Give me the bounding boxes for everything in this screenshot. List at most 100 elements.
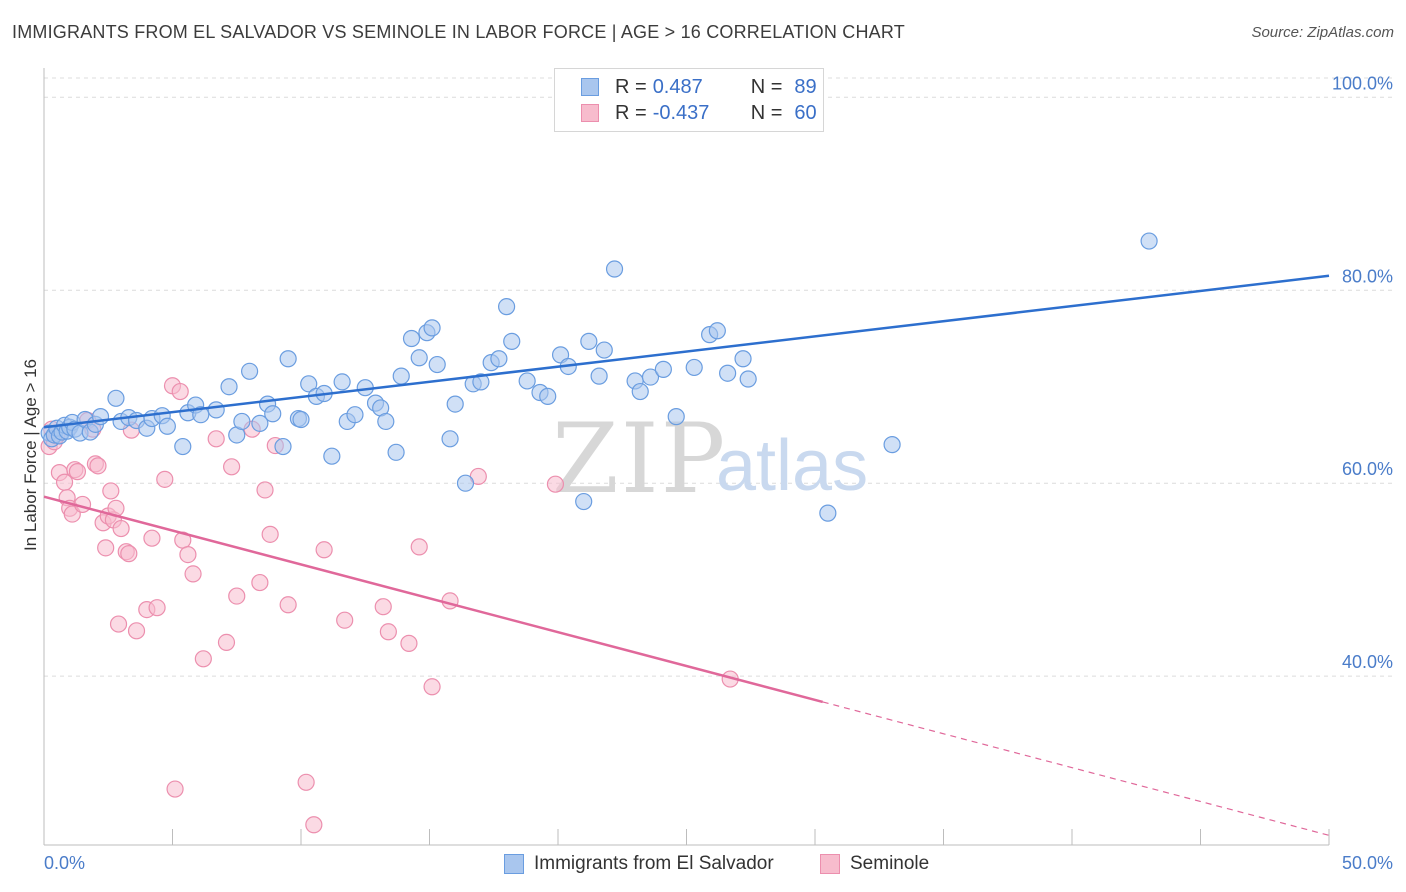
data-point — [333, 373, 351, 391]
data-point — [68, 463, 87, 481]
data-point — [112, 519, 130, 538]
data-point — [346, 406, 364, 424]
data-point — [883, 436, 901, 454]
blue-swatch-icon — [581, 78, 599, 96]
watermark: ZIP atlas — [552, 403, 868, 515]
r-label: R = — [615, 101, 647, 124]
data-point — [580, 332, 598, 350]
data-point — [120, 545, 138, 563]
y-tick-label: 40.0% — [1342, 652, 1393, 672]
data-point — [166, 780, 184, 798]
data-point — [228, 587, 246, 605]
data-point — [184, 565, 202, 583]
data-point — [423, 678, 441, 696]
data-point — [605, 260, 624, 278]
data-point — [251, 414, 269, 432]
r-label: R = — [615, 75, 647, 98]
data-point — [305, 816, 323, 834]
blue-swatch-icon — [504, 854, 524, 874]
data-point — [377, 412, 395, 431]
data-point — [179, 546, 197, 564]
data-point — [300, 375, 318, 393]
data-point — [174, 437, 192, 456]
data-point — [292, 410, 310, 429]
data-point — [156, 470, 174, 488]
data-point — [336, 611, 354, 629]
data-point — [539, 387, 557, 405]
pink-swatch-icon — [820, 854, 840, 874]
data-point — [708, 322, 726, 340]
data-point — [739, 370, 757, 388]
data-point — [441, 430, 459, 448]
data-point — [261, 525, 279, 543]
pink-swatch-icon — [581, 104, 599, 122]
legend-label: Seminole — [850, 853, 930, 874]
data-point — [89, 457, 107, 475]
data-point — [223, 458, 241, 476]
data-point — [315, 541, 333, 559]
data-point — [667, 408, 685, 426]
data-point — [233, 412, 251, 431]
source-note: Source: ZipAtlas.com — [1251, 24, 1394, 41]
trend-line-extrapolated — [822, 701, 1330, 836]
data-point — [546, 475, 565, 493]
data-point — [400, 634, 418, 652]
data-point — [518, 372, 536, 390]
data-point — [734, 350, 752, 368]
data-point — [102, 482, 120, 500]
r-value: -0.437 — [652, 101, 710, 124]
data-point — [641, 368, 660, 386]
data-point — [392, 367, 410, 385]
data-point — [685, 358, 703, 377]
data-point — [490, 350, 508, 368]
data-point — [207, 401, 225, 419]
data-point — [719, 364, 737, 382]
n-value: 89 — [794, 75, 817, 98]
data-point — [590, 367, 608, 385]
data-point — [423, 319, 441, 337]
y-tick-label: 80.0% — [1342, 266, 1393, 286]
data-point — [274, 437, 292, 456]
watermark-atlas: atlas — [716, 426, 868, 506]
chart-title: IMMIGRANTS FROM EL SALVADOR VS SEMINOLE … — [12, 22, 905, 42]
data-point — [595, 341, 613, 359]
legend-item-seminole: Seminole — [820, 853, 929, 875]
x-tick-labels: 0.0% 50.0% — [44, 853, 1393, 873]
x-tick-label: 50.0% — [1342, 853, 1393, 873]
data-point — [297, 773, 315, 791]
trend-line — [43, 274, 1330, 429]
data-point — [192, 406, 210, 424]
data-point — [264, 405, 282, 423]
data-point — [441, 592, 459, 610]
data-point — [279, 596, 297, 614]
data-point — [631, 382, 649, 401]
data-point — [374, 598, 392, 616]
data-point — [107, 389, 125, 407]
x-tick-label: 0.0% — [44, 853, 85, 873]
data-point — [148, 599, 166, 617]
data-point — [256, 481, 274, 499]
r-value: 0.487 — [652, 75, 703, 98]
data-point — [109, 615, 128, 633]
data-point — [472, 373, 490, 391]
data-point — [241, 362, 259, 380]
data-point — [279, 350, 297, 368]
data-point — [1140, 232, 1158, 250]
data-point — [251, 573, 269, 592]
data-point — [575, 492, 593, 511]
data-point — [654, 360, 672, 378]
n-label: N = — [750, 101, 783, 124]
n-label: N = — [750, 75, 783, 98]
data-point — [379, 623, 397, 641]
series-el-salvador-points — [40, 232, 1158, 522]
data-point — [158, 417, 176, 435]
n-value: 60 — [794, 101, 817, 124]
data-point — [143, 529, 161, 547]
trend-line — [43, 495, 824, 704]
legend-row-seminole: R = -0.437 N = 60 — [581, 100, 817, 126]
data-point — [410, 538, 428, 556]
data-point — [127, 622, 146, 640]
data-point — [217, 633, 236, 651]
legend-item-el-salvador: Immigrants from El Salvador — [504, 853, 774, 875]
y-tick-labels: 40.0% 60.0% 80.0% 100.0% — [1332, 73, 1393, 672]
